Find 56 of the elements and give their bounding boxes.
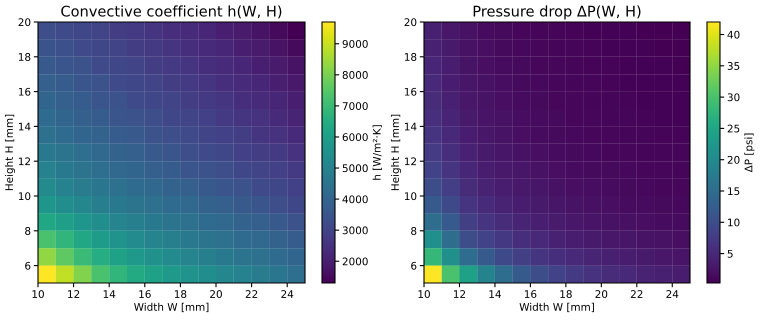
- color-bar-label: 30: [728, 93, 740, 102]
- y-tick-label: 18: [404, 53, 416, 61]
- color-bar-label: 9000: [342, 40, 368, 48]
- x-tick-label: 12: [454, 290, 466, 298]
- y-tick-label: 10: [18, 192, 30, 200]
- color-bar-label: 15: [728, 187, 740, 196]
- y-axis-title: Height H [mm]: [390, 114, 402, 190]
- color-bar-label: 3000: [342, 226, 368, 234]
- x-axis-title: Width W [mm]: [134, 302, 208, 312]
- color-bar-label: 10: [728, 218, 740, 226]
- y-tick-label: 16: [404, 88, 416, 96]
- color-bar-label: 35: [728, 62, 740, 70]
- x-tick-label: 16: [524, 290, 536, 298]
- chart-title: Convective coefficient h(W, H): [61, 5, 282, 18]
- color-bar-label: 5: [728, 250, 733, 258]
- color-bar-label: 20: [728, 156, 740, 164]
- x-tick-label: 22: [630, 290, 642, 298]
- y-tick-label: 8: [25, 227, 30, 235]
- x-tick-label: 14: [489, 290, 501, 298]
- x-tick-label: 12: [68, 290, 80, 298]
- y-tick-label: 12: [18, 157, 30, 166]
- y-tick-label: 6: [411, 262, 416, 270]
- y-tick-label: 8: [411, 227, 416, 235]
- color-bar-title: h [W/m²·K]: [372, 125, 382, 180]
- y-tick-label: 20: [404, 18, 416, 26]
- x-tick-label: 20: [210, 290, 222, 298]
- x-tick-label: 18: [560, 290, 572, 298]
- y-tick-label: 10: [404, 192, 416, 200]
- color-bar-label: 40: [727, 30, 740, 39]
- color-bar-label: 5000: [342, 164, 368, 172]
- x-tick-label: 24: [666, 290, 678, 298]
- y-tick-label: 16: [18, 88, 30, 96]
- x-tick-label: 20: [595, 290, 608, 298]
- y-tick-label: 12: [404, 157, 416, 166]
- x-axis-title: Width W [mm]: [520, 302, 594, 312]
- x-tick-label: 10: [32, 290, 44, 298]
- y-axis-title: Height H [mm]: [4, 114, 16, 190]
- x-tick-label: 24: [281, 290, 294, 298]
- color-bar-label: 6000: [342, 133, 368, 142]
- x-tick-label: 16: [139, 290, 151, 298]
- x-tick-label: 22: [246, 290, 258, 298]
- x-tick-label: 14: [104, 290, 116, 298]
- chart-title: Pressure drop ΔP(W, H): [474, 5, 640, 20]
- y-tick-label: 14: [404, 122, 416, 130]
- y-tick-label: 20: [18, 18, 30, 26]
- color-bar-label: 8000: [342, 71, 368, 79]
- x-tick-label: 10: [418, 290, 430, 298]
- color-bar-title: ΔP [psi]: [744, 134, 754, 172]
- y-tick-label: 14: [18, 122, 30, 130]
- color-bar-label: 7000: [342, 102, 368, 110]
- color-bar-label: 2000: [342, 257, 368, 266]
- color-bar-label: 4000: [342, 195, 368, 204]
- color-bar-label: 25: [728, 124, 740, 133]
- y-tick-label: 6: [25, 262, 30, 270]
- y-tick-label: 18: [18, 53, 30, 61]
- x-tick-label: 18: [174, 290, 186, 298]
